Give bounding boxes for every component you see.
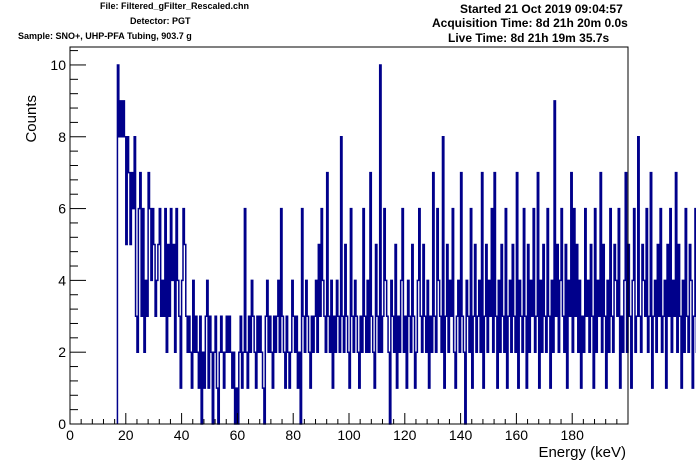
live-time-label: Live Time: 8d 21h 19m 35.7s <box>448 31 610 45</box>
x-tick-label: 180 <box>561 427 585 443</box>
y-tick-label: 8 <box>58 129 66 145</box>
start-time-label: Started 21 Oct 2019 09:04:57 <box>460 2 623 16</box>
y-tick-label: 4 <box>58 272 66 288</box>
x-tick-label: 60 <box>230 427 246 443</box>
histogram-series <box>116 64 696 425</box>
x-tick-label: 160 <box>505 427 529 443</box>
sample-label: Sample: SNO+, UHP-PFA Tubing, 903.7 g <box>18 31 192 41</box>
file-name-label: File: Filtered_gFilter_Rescaled.chn <box>100 1 250 11</box>
y-tick-label: 2 <box>58 344 66 360</box>
x-tick-label: 0 <box>66 427 74 443</box>
detector-label: Detector: PGT <box>130 16 191 26</box>
x-tick-label: 100 <box>337 427 361 443</box>
x-tick-label: 140 <box>449 427 473 443</box>
x-tick-label: 20 <box>118 427 134 443</box>
x-tick-label: 40 <box>174 427 190 443</box>
x-axis-title: Energy (keV) <box>538 444 626 461</box>
y-tick-label: 10 <box>50 57 66 73</box>
x-tick-label: 120 <box>393 427 417 443</box>
y-axis-title: Counts <box>23 95 40 143</box>
x-tick-label: 80 <box>285 427 301 443</box>
y-tick-label: 6 <box>58 201 66 217</box>
y-tick-label: 0 <box>58 416 66 432</box>
acquisition-time-label: Acquisition Time: 8d 21h 20m 0.0s <box>432 16 628 30</box>
